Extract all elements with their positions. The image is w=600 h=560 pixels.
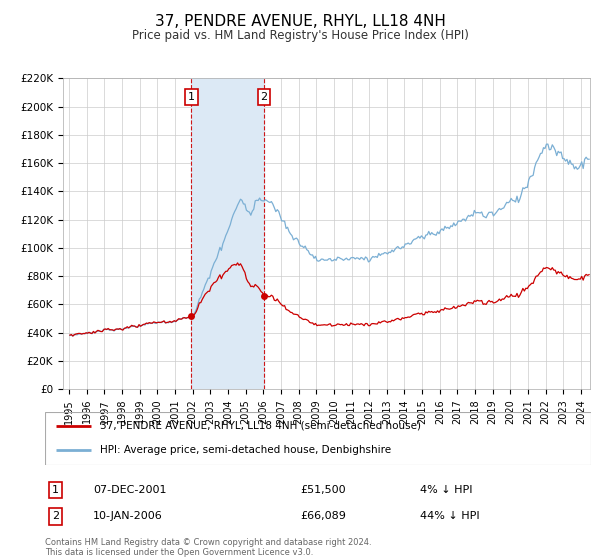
Text: 2: 2 xyxy=(52,511,59,521)
Text: £51,500: £51,500 xyxy=(300,485,346,495)
Text: 2: 2 xyxy=(260,92,268,102)
Text: 1: 1 xyxy=(52,485,59,495)
Text: 1: 1 xyxy=(188,92,195,102)
Text: £66,089: £66,089 xyxy=(300,511,346,521)
Text: 4% ↓ HPI: 4% ↓ HPI xyxy=(420,485,473,495)
Text: Contains HM Land Registry data © Crown copyright and database right 2024.
This d: Contains HM Land Registry data © Crown c… xyxy=(45,538,371,557)
Bar xyxy=(191,78,264,389)
Text: 37, PENDRE AVENUE, RHYL, LL18 4NH: 37, PENDRE AVENUE, RHYL, LL18 4NH xyxy=(155,14,445,29)
Text: Price paid vs. HM Land Registry's House Price Index (HPI): Price paid vs. HM Land Registry's House … xyxy=(131,29,469,42)
Text: HPI: Average price, semi-detached house, Denbighshire: HPI: Average price, semi-detached house,… xyxy=(100,445,391,455)
Text: 37, PENDRE AVENUE, RHYL, LL18 4NH (semi-detached house): 37, PENDRE AVENUE, RHYL, LL18 4NH (semi-… xyxy=(100,421,421,431)
Text: 44% ↓ HPI: 44% ↓ HPI xyxy=(420,511,479,521)
Text: 10-JAN-2006: 10-JAN-2006 xyxy=(93,511,163,521)
Text: 07-DEC-2001: 07-DEC-2001 xyxy=(93,485,167,495)
